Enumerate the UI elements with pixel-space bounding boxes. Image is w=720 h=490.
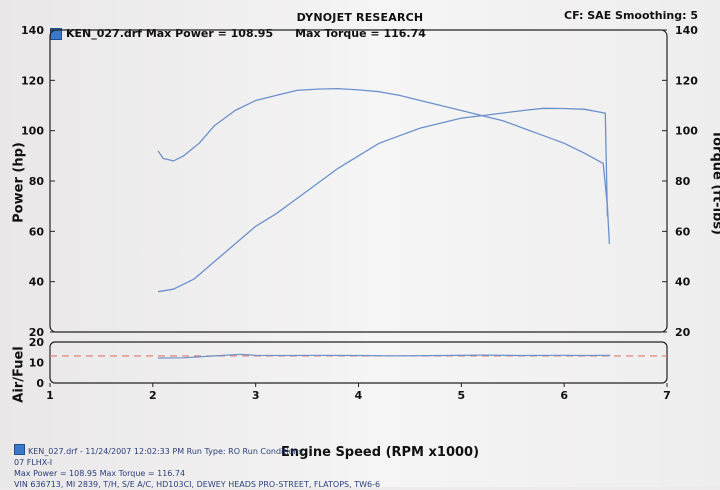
x-tick-label: 7 xyxy=(663,389,671,402)
footer-line-1: KEN_027.drf - 11/24/2007 12:02:33 PM Run… xyxy=(28,447,305,456)
x-tick-label: 1 xyxy=(46,389,54,402)
footer-line-3: Max Power = 108.95 Max Torque = 116.74 xyxy=(14,468,380,479)
footer-swatch-icon xyxy=(14,444,25,455)
af-tick-label: 10 xyxy=(29,357,45,370)
y-tick-label: 140 xyxy=(21,24,44,37)
run-info-footer: KEN_027.drf - 11/24/2007 12:02:33 PM Run… xyxy=(14,444,380,490)
y2-tick-label: 80 xyxy=(675,175,691,188)
y-tick-label: 60 xyxy=(29,225,45,238)
x-tick-label: 3 xyxy=(252,389,260,402)
y2-tick-label: 60 xyxy=(675,225,691,238)
x-tick-label: 5 xyxy=(458,389,466,402)
y2-tick-label: 100 xyxy=(675,125,698,138)
footer-line-4: VIN 636713, MI 2839, T/H, S/E A/C, HD103… xyxy=(14,479,380,490)
torque-curve xyxy=(158,89,609,244)
y-tick-label: 120 xyxy=(21,74,44,87)
power-curve xyxy=(158,108,607,291)
af-tick-label: 20 xyxy=(29,336,45,349)
af-tick-label: 0 xyxy=(36,377,44,390)
y2-tick-label: 140 xyxy=(675,24,698,37)
footer-line-2: 07 FLHX-I xyxy=(14,457,380,468)
y2-tick-label: 40 xyxy=(675,276,691,289)
x-tick-label: 4 xyxy=(355,389,363,402)
y-tick-label: 40 xyxy=(29,276,45,289)
y-axis-label-power: Power (hp) xyxy=(12,128,27,238)
y-tick-label: 80 xyxy=(29,175,45,188)
y-axis-label-airfuel: Air/Fuel xyxy=(12,340,27,410)
y-axis-label-torque: Torque (ft-lbs) xyxy=(710,118,720,248)
x-tick-label: 2 xyxy=(149,389,157,402)
x-tick-label: 6 xyxy=(560,389,568,402)
y2-tick-label: 120 xyxy=(675,74,698,87)
airfuel-plot-frame xyxy=(50,342,667,383)
y2-tick-label: 20 xyxy=(675,326,691,339)
main-plot-frame xyxy=(50,30,667,332)
